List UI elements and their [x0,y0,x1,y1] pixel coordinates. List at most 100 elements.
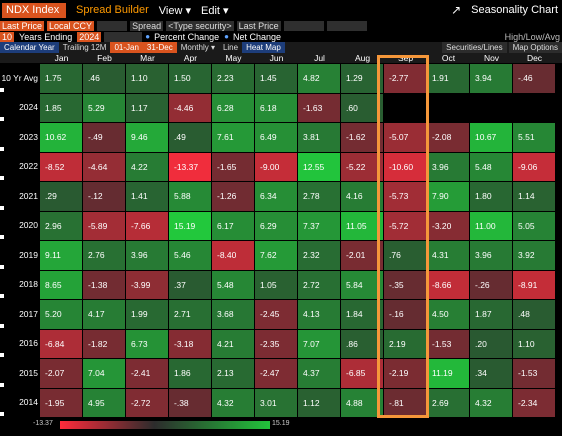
heatmap-cell[interactable]: -4.64 [83,152,125,181]
blank-field-2[interactable] [283,20,324,31]
heatmap-cell[interactable]: 11.05 [341,211,383,240]
heatmap-cell[interactable]: 2.13 [212,359,254,388]
heatmap-cell[interactable]: 1.87 [470,300,512,329]
heatmap-cell[interactable]: 4.32 [212,388,254,417]
heatmap-cell[interactable]: 4.17 [83,300,125,329]
heatmap-cell[interactable]: -1.53 [513,359,555,388]
heatmap-cell[interactable]: -6.85 [341,359,383,388]
heatmap-cell[interactable]: 7.62 [255,241,297,270]
heatmap-cell[interactable]: -.46 [513,64,555,93]
periodicity-select[interactable]: Monthly ▾ [180,43,215,52]
heatmap-cell[interactable] [513,93,555,122]
heatmap-cell[interactable]: .29 [40,182,82,211]
blank-field-3[interactable] [326,20,367,31]
view-menu[interactable]: View ▾ [158,4,192,17]
heatmap-cell[interactable]: 4.16 [341,182,383,211]
heatmap-cell[interactable]: 7.04 [83,359,125,388]
blank-field-1[interactable] [97,20,128,31]
heatmap-cell[interactable]: -5.72 [384,211,426,240]
heatmap-cell[interactable]: 1.50 [169,64,211,93]
heatmap-cell[interactable]: 1.41 [126,182,168,211]
heatmap-cell[interactable]: -1.53 [427,329,469,358]
heatmap-cell[interactable]: -1.62 [341,123,383,152]
heatmap-cell[interactable]: 3.68 [212,300,254,329]
heatmap-cell[interactable]: -5.89 [83,211,125,240]
heatmap-cell[interactable]: -7.66 [126,211,168,240]
heatmap-cell[interactable]: 4.13 [298,300,340,329]
heatmap-cell[interactable]: -2.72 [126,388,168,417]
heatmap-cell[interactable]: 9.11 [40,241,82,270]
heatmap-cell[interactable]: .60 [341,93,383,122]
security-input[interactable]: <Type security> [166,20,234,31]
heatmap-cell[interactable]: 2.76 [83,241,125,270]
high-low-avg-toggle[interactable]: High/Low/Avg [504,31,560,42]
heatmap-cell[interactable]: 10.62 [40,123,82,152]
heatmap-cell[interactable]: .34 [470,359,512,388]
heatmap-cell[interactable]: 12.55 [298,152,340,181]
heatmap-cell[interactable]: -2.77 [384,64,426,93]
tab-calendar-year[interactable]: Calendar Year [0,42,59,53]
heatmap-cell[interactable] [384,93,426,122]
heatmap-cell[interactable]: 3.96 [427,152,469,181]
heatmap-cell[interactable]: 4.32 [470,388,512,417]
heatmap-cell[interactable]: .48 [513,300,555,329]
heatmap-cell[interactable]: -3.18 [169,329,211,358]
heatmap-cell[interactable]: 5.84 [341,270,383,299]
tab-line[interactable]: Line [222,43,239,52]
heatmap-cell[interactable]: -4.46 [169,93,211,122]
heatmap-cell[interactable]: 4.21 [212,329,254,358]
heatmap-cell[interactable]: 4.50 [427,300,469,329]
heatmap-cell[interactable]: 1.29 [341,64,383,93]
heatmap-cell[interactable]: 7.37 [298,211,340,240]
heatmap-cell[interactable]: 1.17 [126,93,168,122]
heatmap-cell[interactable]: 3.96 [126,241,168,270]
heatmap-cell[interactable]: -1.95 [40,388,82,417]
heatmap-cell[interactable]: -3.20 [427,211,469,240]
heatmap-cell[interactable]: .37 [169,270,211,299]
heatmap-cell[interactable]: -.49 [83,123,125,152]
heatmap-cell[interactable]: 5.46 [169,241,211,270]
tab-heat-map[interactable]: Heat Map [242,42,285,53]
heatmap-cell[interactable]: 1.10 [126,64,168,93]
heatmap-cell[interactable]: 7.61 [212,123,254,152]
heatmap-cell[interactable]: 1.85 [40,93,82,122]
heatmap-cell[interactable]: -.35 [384,270,426,299]
heatmap-cell[interactable]: -8.66 [427,270,469,299]
net-change-label[interactable]: Net Change [233,31,282,42]
heatmap-cell[interactable]: 5.48 [212,270,254,299]
heatmap-cell[interactable]: 6.17 [212,211,254,240]
heatmap-cell[interactable]: -2.34 [513,388,555,417]
heatmap-cell[interactable]: 8.65 [40,270,82,299]
heatmap-cell[interactable]: -5.07 [384,123,426,152]
heatmap-cell[interactable]: -8.52 [40,152,82,181]
edit-menu[interactable]: Edit ▾ [201,4,229,17]
heatmap-cell[interactable]: 3.01 [255,388,297,417]
currency-select[interactable]: Local CCY [47,20,95,31]
heatmap-cell[interactable]: -2.07 [40,359,82,388]
heatmap-cell[interactable]: 4.82 [298,64,340,93]
heatmap-cell[interactable]: 4.37 [298,359,340,388]
heatmap-cell[interactable]: -1.38 [83,270,125,299]
heatmap-cell[interactable]: 6.34 [255,182,297,211]
field-last-price[interactable]: Last Price [0,20,45,31]
years-ending-select[interactable]: 2024 [77,31,102,42]
heatmap-cell[interactable]: -1.26 [212,182,254,211]
heatmap-cell[interactable]: -13.37 [169,152,211,181]
heatmap-cell[interactable]: 2.23 [212,64,254,93]
heatmap-cell[interactable]: -9.06 [513,152,555,181]
heatmap-cell[interactable]: 6.18 [255,93,297,122]
heatmap-cell[interactable]: 1.80 [470,182,512,211]
heatmap-cell[interactable]: 10.67 [470,123,512,152]
heatmap-cell[interactable]: 1.99 [126,300,168,329]
net-change-radio-icon[interactable]: ● [224,32,229,41]
heatmap-cell[interactable]: 1.84 [341,300,383,329]
heatmap-cell[interactable]: 3.92 [513,241,555,270]
heatmap-cell[interactable]: -8.40 [212,241,254,270]
years-count-select[interactable]: 10 [0,31,15,42]
heatmap-cell[interactable]: 3.81 [298,123,340,152]
heatmap-cell[interactable]: -2.45 [255,300,297,329]
heatmap-cell[interactable]: 2.32 [298,241,340,270]
heatmap-cell[interactable]: .20 [470,329,512,358]
heatmap-cell[interactable]: 2.69 [427,388,469,417]
heatmap-cell[interactable]: 4.22 [126,152,168,181]
